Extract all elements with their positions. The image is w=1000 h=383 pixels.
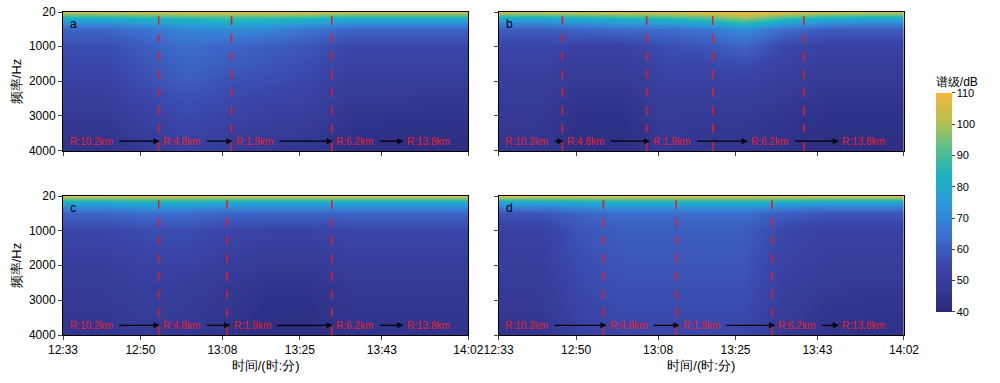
svg-text:40: 40 — [957, 306, 969, 318]
svg-text:a: a — [70, 17, 77, 31]
svg-text:R:10.2km: R:10.2km — [70, 136, 113, 147]
svg-text:R:4.8km: R:4.8km — [567, 136, 604, 147]
svg-text:2000: 2000 — [29, 258, 56, 272]
svg-text:时间/(时:分): 时间/(时:分) — [667, 358, 735, 373]
svg-text:c: c — [70, 201, 76, 215]
svg-text:12:33: 12:33 — [484, 343, 514, 357]
svg-text:13:25: 13:25 — [285, 343, 315, 357]
svg-text:R:1.9km: R:1.9km — [683, 320, 720, 331]
svg-text:频率/Hz: 频率/Hz — [9, 243, 24, 289]
svg-text:12:50: 12:50 — [125, 343, 155, 357]
svg-text:R:10.2km: R:10.2km — [505, 136, 548, 147]
svg-text:1000: 1000 — [29, 39, 56, 53]
svg-text:13:08: 13:08 — [207, 343, 237, 357]
svg-text:13:43: 13:43 — [367, 343, 397, 357]
svg-text:20: 20 — [42, 189, 56, 203]
svg-text:13:08: 13:08 — [643, 343, 673, 357]
svg-text:R:1.9km: R:1.9km — [236, 136, 273, 147]
svg-text:R:13.8km: R:13.8km — [842, 136, 885, 147]
svg-text:R:13.8km: R:13.8km — [407, 136, 450, 147]
svg-text:谱级/dB: 谱级/dB — [936, 75, 978, 89]
svg-text:R:13.8km: R:13.8km — [842, 320, 885, 331]
svg-text:R:10.2km: R:10.2km — [505, 320, 548, 331]
svg-text:3000: 3000 — [29, 293, 56, 307]
svg-text:时间/(时:分): 时间/(时:分) — [232, 358, 300, 373]
svg-text:12:50: 12:50 — [561, 343, 591, 357]
svg-text:R:4.8km: R:4.8km — [610, 320, 647, 331]
svg-text:R:6.2km: R:6.2km — [336, 136, 373, 147]
svg-text:12:33: 12:33 — [48, 343, 78, 357]
svg-text:20: 20 — [42, 5, 56, 19]
svg-text:4000: 4000 — [29, 144, 56, 158]
svg-text:14:02: 14:02 — [889, 343, 919, 357]
svg-text:R:13.8km: R:13.8km — [407, 320, 450, 331]
svg-text:50: 50 — [957, 274, 969, 286]
svg-text:110: 110 — [957, 87, 975, 99]
svg-text:R:1.9km: R:1.9km — [234, 320, 271, 331]
svg-text:13:25: 13:25 — [720, 343, 750, 357]
svg-text:R:4.8km: R:4.8km — [163, 136, 200, 147]
svg-text:R:6.2km: R:6.2km — [751, 136, 788, 147]
svg-text:14:02: 14:02 — [453, 343, 483, 357]
svg-text:d: d — [506, 201, 513, 215]
svg-text:70: 70 — [957, 212, 969, 224]
svg-text:R:1.9km: R:1.9km — [653, 136, 690, 147]
svg-text:R:10.2km: R:10.2km — [70, 320, 113, 331]
svg-text:60: 60 — [957, 243, 969, 255]
svg-text:R:4.8km: R:4.8km — [163, 320, 200, 331]
svg-text:3000: 3000 — [29, 109, 56, 123]
svg-text:R:6.2km: R:6.2km — [336, 320, 373, 331]
svg-text:R:6.2km: R:6.2km — [778, 320, 815, 331]
svg-text:4000: 4000 — [29, 328, 56, 342]
svg-text:1000: 1000 — [29, 224, 56, 238]
svg-text:频率/Hz: 频率/Hz — [9, 59, 24, 104]
svg-text:b: b — [506, 17, 513, 31]
svg-text:13:43: 13:43 — [802, 343, 832, 357]
svg-text:90: 90 — [957, 149, 969, 161]
svg-text:80: 80 — [957, 181, 969, 193]
svg-text:100: 100 — [957, 118, 975, 130]
svg-text:2000: 2000 — [29, 74, 56, 88]
